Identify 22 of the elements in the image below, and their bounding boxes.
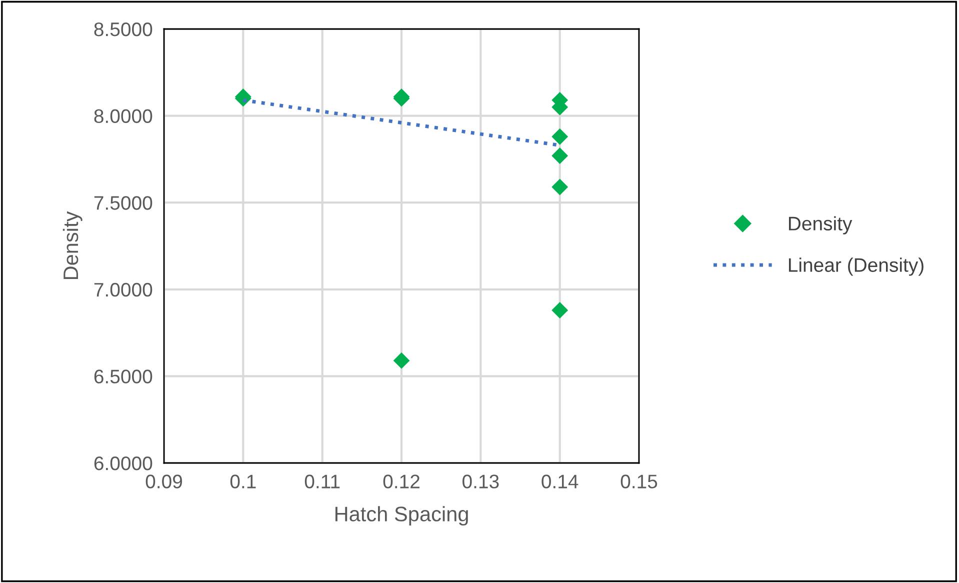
point <box>552 302 568 318</box>
point <box>393 352 410 369</box>
y-tick-label: 6.0000 <box>94 456 152 470</box>
y-axis-title: Density <box>62 211 82 280</box>
y-tick-label: 7.0000 <box>94 282 152 297</box>
x-tick-label: 0.15 <box>620 474 658 488</box>
y-tick-label: 8.5000 <box>94 22 152 36</box>
y-tick-label: 8.0000 <box>94 109 152 124</box>
point <box>552 128 568 145</box>
x-tick-label: 0.1 <box>230 474 256 488</box>
y-tick-label: 6.5000 <box>94 370 152 384</box>
point <box>552 148 568 164</box>
legend-label: Density <box>788 216 852 234</box>
y-tick-label: 7.5000 <box>94 196 152 210</box>
x-tick-label: 0.09 <box>146 474 182 488</box>
x-axis-title: Hatch Spacing <box>335 506 468 526</box>
x-tick-label: 0.14 <box>542 474 578 488</box>
x-tick-label: 0.12 <box>383 474 420 488</box>
x-tick-label: 0.11 <box>304 474 340 488</box>
point <box>552 178 568 196</box>
x-tick-label: 0.13 <box>462 474 499 488</box>
legend-label: Linear (Density) <box>788 258 924 276</box>
